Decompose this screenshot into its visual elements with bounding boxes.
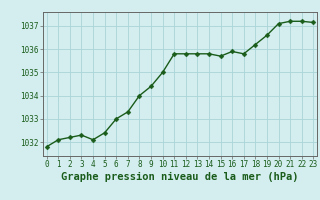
X-axis label: Graphe pression niveau de la mer (hPa): Graphe pression niveau de la mer (hPa) [61, 172, 299, 182]
